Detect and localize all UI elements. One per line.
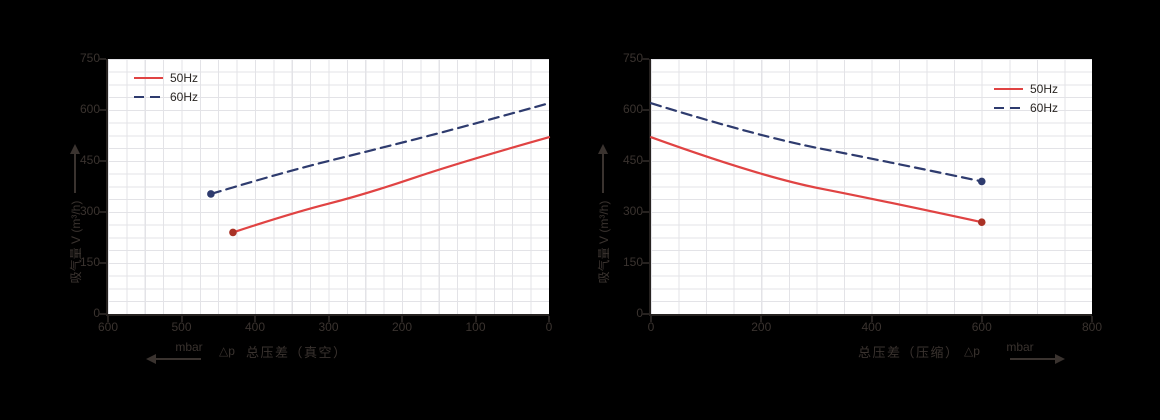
y-tick-label: 300: [79, 204, 100, 218]
y-tick-label: 300: [622, 204, 643, 218]
vacuum-plot-area: [106, 59, 551, 316]
x-tick-mark: [327, 316, 330, 322]
compression-x-unit: mbar: [1006, 340, 1034, 354]
compression-series-canvas: [649, 102, 986, 226]
x-tick-mark: [870, 316, 873, 322]
legend-item-50hz: 50Hz: [994, 82, 1058, 96]
x-tick-label: 0: [647, 320, 655, 334]
y-tick-mark: [99, 211, 106, 213]
legend-item-60hz: 60Hz: [994, 101, 1058, 115]
x-tick-label: 600: [971, 320, 992, 334]
x-tick-mark: [401, 316, 403, 322]
y-tick-label: 0: [93, 306, 100, 320]
legend-item-50hz: 50Hz: [134, 71, 198, 85]
y-tick-label: 600: [79, 102, 100, 116]
x-tick-label: 300: [318, 320, 339, 334]
series-line-60hz: [209, 102, 551, 196]
series-marker-50hz: [229, 228, 237, 237]
x-tick-mark: [254, 316, 256, 322]
x-tick-mark: [107, 316, 109, 322]
y-tick-label: 750: [622, 51, 643, 65]
y-tick-label: 750: [79, 51, 100, 65]
y-tick-label: 150: [622, 255, 643, 269]
compression-y-axis-title: 吸气量 V (m³/h): [593, 113, 613, 323]
y-tick-mark: [642, 109, 649, 111]
x-tick-label: 0: [545, 320, 553, 334]
x-tick-label: 400: [244, 320, 266, 334]
x-tick-label: 600: [97, 320, 119, 334]
series-line-60hz: [649, 102, 983, 183]
y-tick-label: 450: [79, 153, 100, 167]
x-tick-mark: [548, 316, 550, 322]
y-tick-label: 450: [622, 153, 643, 167]
y-tick-mark: [99, 58, 106, 60]
y-tick-mark: [642, 160, 649, 162]
vacuum-series-canvas: [207, 102, 551, 237]
left-arrow-icon: [146, 354, 201, 364]
x-tick-label: 100: [465, 320, 486, 334]
legend-item-60hz: 60Hz: [134, 90, 198, 104]
x-tick-label: 400: [861, 320, 882, 334]
y-tick-mark: [99, 262, 106, 264]
x-tick-mark: [760, 316, 763, 322]
vacuum-x-axis-label: 总压差（真空）: [246, 345, 348, 360]
legend-label: 60Hz: [170, 90, 199, 104]
y-tick-mark: [642, 262, 649, 264]
y-tick-mark: [99, 313, 106, 315]
series-line-50hz: [649, 136, 983, 224]
compression-plot-area: [649, 59, 1092, 316]
compression-delta-p: △p: [964, 344, 980, 358]
x-tick-label: 500: [171, 320, 192, 334]
vacuum-x-unit: mbar: [175, 340, 203, 354]
legend-line-50hz-icon: [134, 77, 163, 79]
x-tick-mark: [180, 316, 183, 322]
y-tick-label: 0: [636, 306, 643, 320]
y-tick-mark: [642, 58, 649, 60]
compression-x-axis-label: 总压差（压缩）: [858, 345, 960, 360]
x-tick-label: 800: [1081, 320, 1103, 334]
x-tick-label: 200: [391, 320, 413, 334]
series-line-50hz: [231, 136, 551, 234]
y-tick-mark: [99, 109, 106, 111]
legend-label: 50Hz: [1030, 82, 1059, 96]
y-tick-mark: [99, 160, 106, 162]
vacuum-delta-p: △p: [219, 344, 235, 358]
compression-legend: 50Hz 60Hz: [994, 82, 1058, 115]
y-tick-mark: [642, 211, 649, 213]
series-marker-50hz: [977, 218, 986, 226]
x-tick-mark: [474, 316, 477, 322]
legend-line-50hz-icon: [994, 88, 1023, 90]
legend-label: 60Hz: [1030, 101, 1059, 115]
y-tick-mark: [642, 313, 649, 315]
vacuum-y-axis-title: 吸气量 V (m³/h): [65, 113, 85, 323]
vacuum-legend: 50Hz 60Hz: [134, 71, 198, 104]
legend-line-60hz-icon: [994, 107, 1023, 109]
series-marker-60hz: [207, 190, 215, 198]
right-arrow-icon: [1010, 354, 1065, 364]
x-tick-label: 200: [751, 320, 772, 334]
y-tick-label: 600: [622, 102, 643, 116]
legend-line-60hz-icon: [134, 96, 163, 98]
y-tick-label: 150: [79, 255, 100, 269]
x-tick-mark: [980, 316, 983, 322]
x-tick-mark: [650, 316, 652, 322]
x-tick-mark: [1091, 316, 1093, 322]
legend-label: 50Hz: [170, 71, 199, 85]
series-marker-60hz: [977, 177, 986, 186]
